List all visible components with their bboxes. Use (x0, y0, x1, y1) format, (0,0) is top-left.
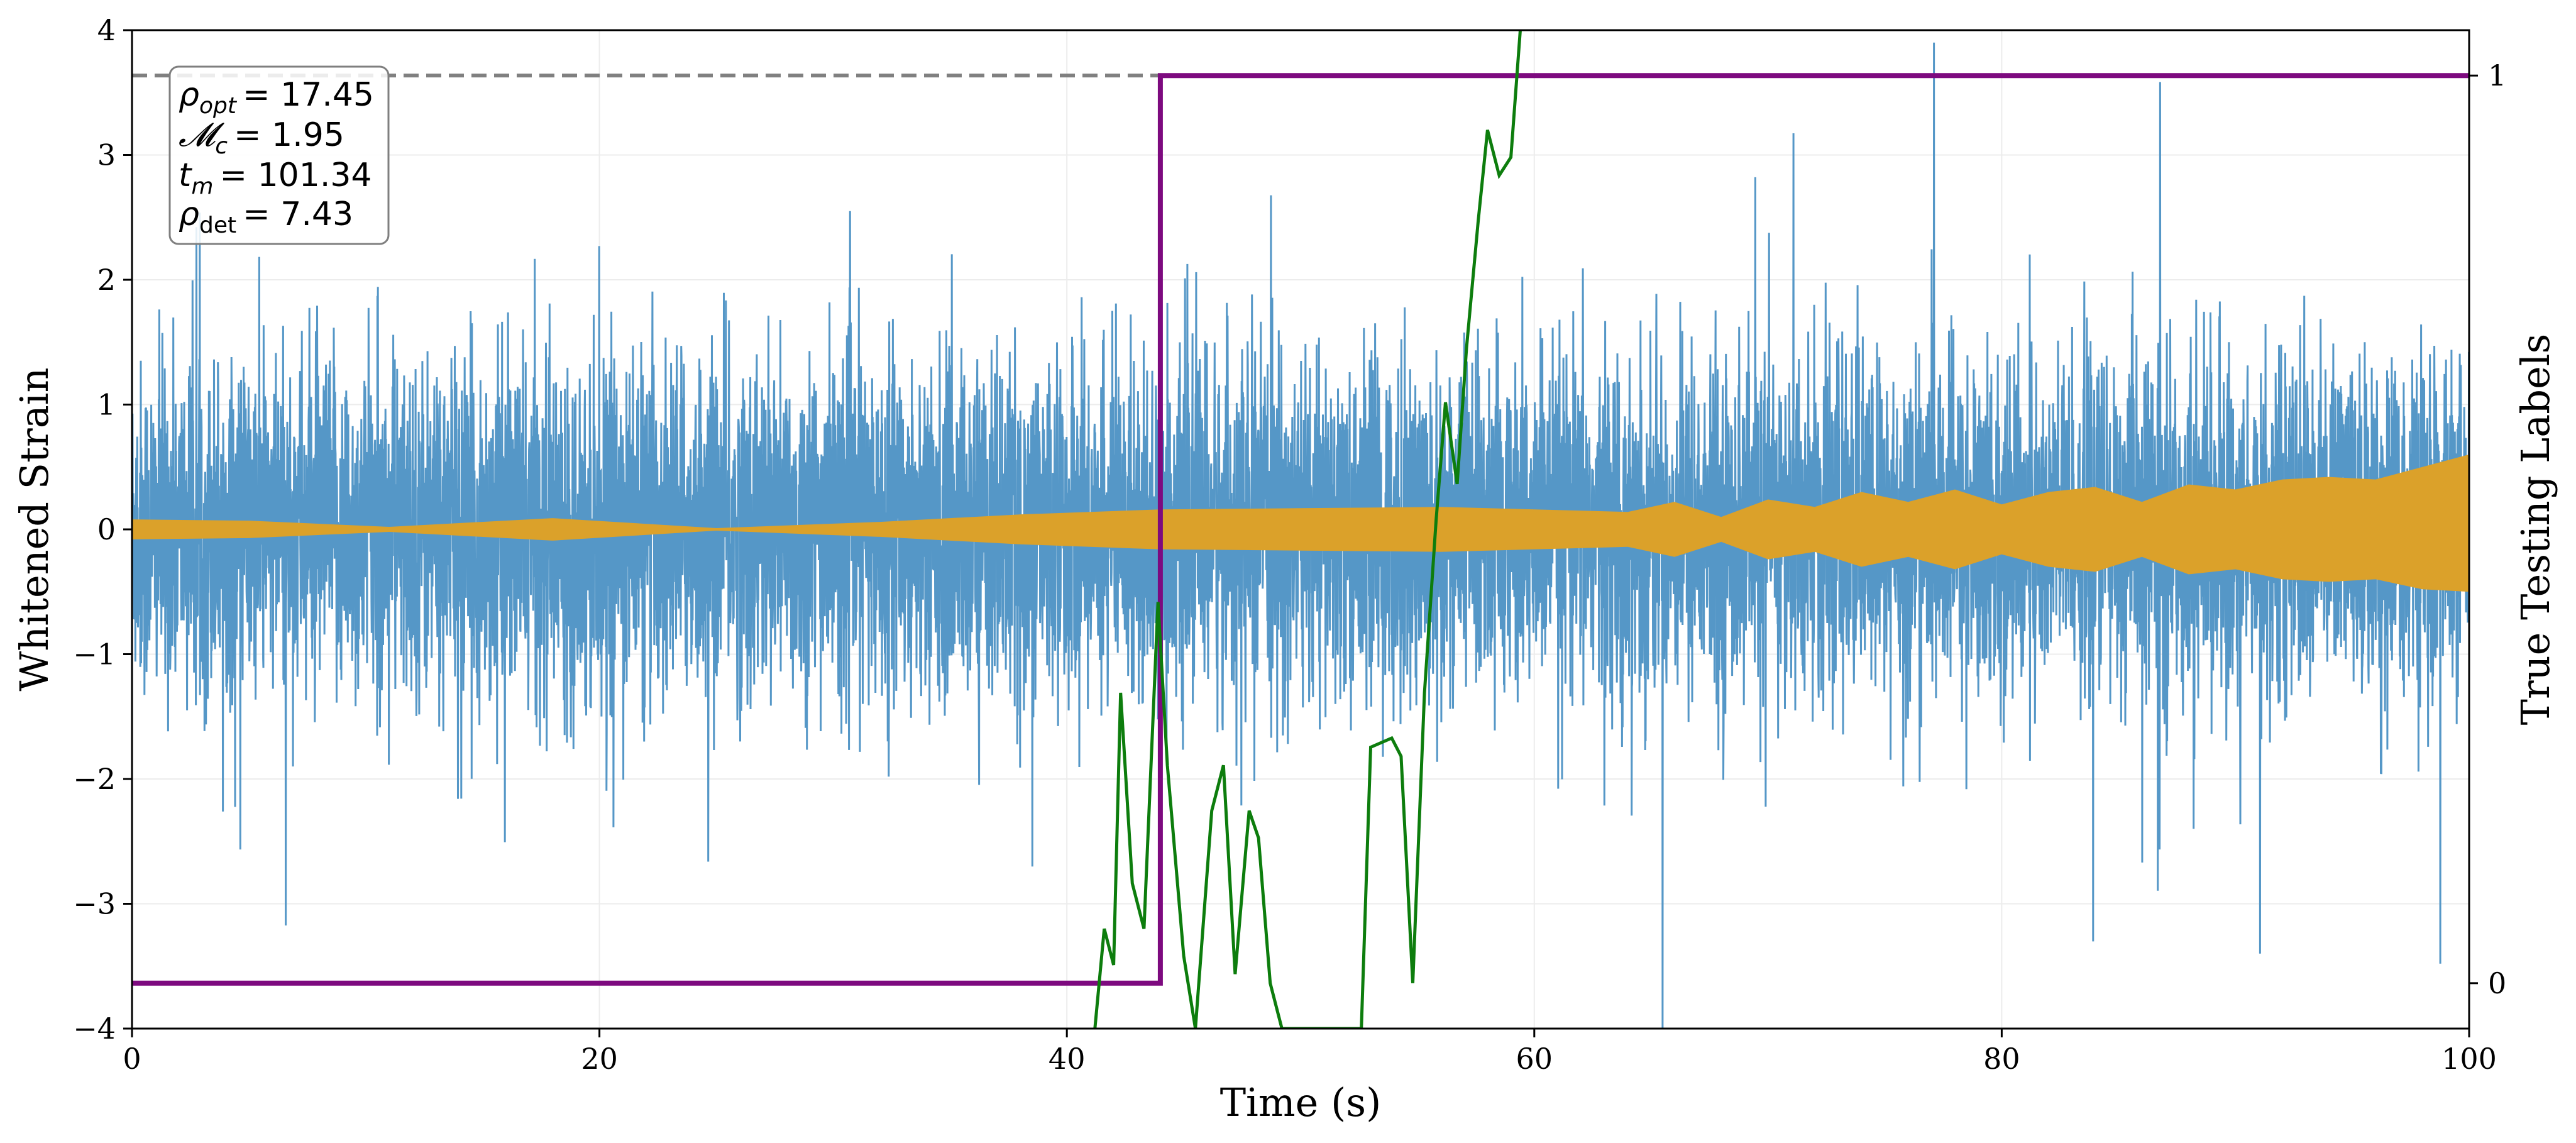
y-tick-label: 2 (97, 263, 116, 297)
y2-tick-label: 1 (2488, 58, 2506, 92)
y-tick-label: 0 (97, 512, 116, 546)
y-tick-label: −3 (73, 887, 116, 921)
y-tick-label: 3 (97, 138, 116, 172)
y-tick-label: 1 (97, 388, 116, 422)
series-predicted-label (1093, 30, 1522, 1029)
y-tick-label: −2 (73, 762, 116, 796)
x-tick-label: 100 (2441, 1042, 2497, 1076)
x-tick-label: 20 (581, 1042, 618, 1076)
x-tick-label: 0 (123, 1042, 141, 1076)
annotation-rho-det: ρdet = 7.43 (179, 196, 353, 238)
y-axis-ticks: −4 −3 −2 −1 0 1 2 3 4 (73, 13, 132, 1046)
y-tick-label: −1 (73, 638, 116, 671)
series-waveform-envelope (132, 454, 2469, 592)
x-tick-label: 40 (1049, 1042, 1086, 1076)
y-axis-label: Whitened Strain (11, 368, 57, 692)
parameter-annotation-box: ρopt = 17.45 𝓜c = 1.95 tm = 101.34 ρdet = 7.… (168, 65, 390, 245)
y2-axis-label: True Testing Labels (2513, 334, 2558, 726)
series-true-testing-label (132, 73, 2469, 986)
y2-tick-label: 0 (2488, 966, 2506, 1000)
annotation-chirp-mass: 𝓜c = 1.95 (179, 116, 344, 159)
x-tick-label: 60 (1516, 1042, 1553, 1076)
x-tick-label: 80 (1983, 1042, 2020, 1076)
y2-axis-ticks: 01 (2469, 58, 2506, 1000)
y-tick-label: 4 (97, 13, 116, 47)
annotation-rho-opt: ρopt = 17.45 (179, 76, 374, 119)
y-tick-label: −4 (73, 1012, 116, 1046)
x-axis-ticks: 0 20 40 60 80 100 (123, 1029, 2497, 1076)
x-axis-label: Time (s) (1220, 1080, 1382, 1125)
annotation-merger-time: tm = 101.34 (179, 157, 372, 199)
